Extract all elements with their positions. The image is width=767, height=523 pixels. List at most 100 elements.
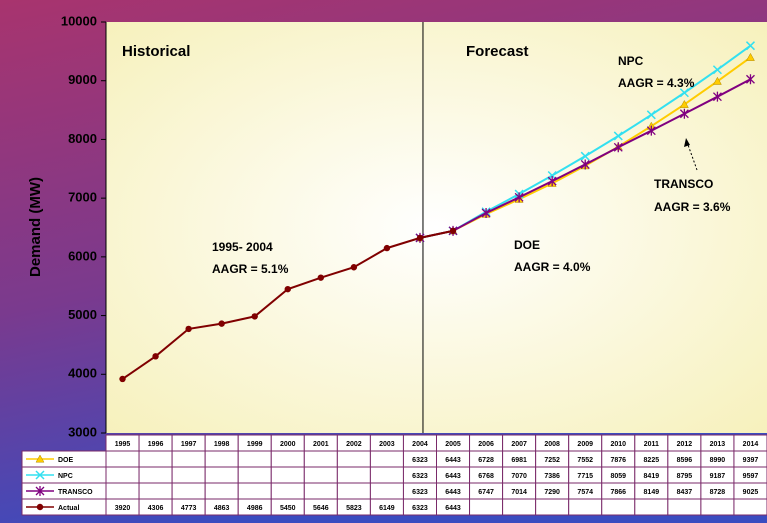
x-tick-label: 2004: [412, 441, 428, 448]
legend-label: DOE: [58, 457, 74, 464]
table-value: 6768: [478, 473, 494, 480]
table-value: 9187: [710, 473, 726, 480]
table-value: 5646: [313, 505, 329, 512]
x-tick-label: 2013: [710, 441, 726, 448]
annotation: 1995- 2004: [212, 240, 273, 254]
table-value: 6747: [478, 489, 494, 496]
table-value: 6728: [478, 457, 494, 464]
marker: [383, 244, 391, 252]
table-value: 6443: [445, 457, 461, 464]
x-tick-label: 2005: [445, 441, 461, 448]
marker: [449, 227, 457, 235]
marker: [185, 325, 192, 333]
marker: [152, 353, 159, 360]
x-tick-label: 2011: [644, 441, 659, 448]
table-value: 7290: [544, 489, 560, 496]
table-value: 4773: [181, 505, 197, 512]
table-cell: [336, 434, 371, 516]
y-tick-label: 5000: [68, 307, 97, 322]
annotation: TRANSCO: [654, 177, 713, 191]
table-cell: [369, 434, 404, 516]
table-value: 6443: [445, 473, 461, 480]
table-value: 5450: [280, 505, 296, 512]
table-value: 6443: [445, 505, 461, 512]
legend-label: Actual: [58, 505, 79, 512]
marker: [679, 88, 689, 98]
marker: [679, 99, 689, 108]
x-tick-label: 1996: [148, 441, 164, 448]
annotation: DOE: [514, 238, 540, 252]
marker: [416, 234, 424, 242]
table-value: 8225: [644, 457, 660, 464]
table-value: 9025: [743, 489, 759, 496]
table-value: 8990: [710, 457, 726, 464]
table-value: 9397: [743, 457, 759, 464]
annotation: Forecast: [466, 43, 529, 60]
marker: [218, 320, 225, 327]
table-value: 8149: [644, 489, 660, 496]
table-cell: [270, 434, 305, 516]
x-tick-label: 2009: [577, 441, 593, 448]
marker: [679, 108, 689, 119]
marker: [547, 176, 557, 187]
table-value: 7866: [610, 489, 626, 496]
table-value: 4306: [148, 505, 164, 512]
annotation: AAGR = 4.0%: [514, 260, 591, 274]
x-tick-label: 2002: [346, 441, 362, 448]
table-value: 7386: [544, 473, 560, 480]
table-cell: [634, 434, 669, 516]
table-cell: [436, 434, 471, 516]
marker: [713, 76, 722, 85]
legend-label: TRANSCO: [58, 489, 93, 496]
x-tick-label: 2003: [379, 441, 395, 448]
annotation: AAGR = 5.1%: [212, 262, 289, 276]
table-cell: [733, 434, 767, 516]
x-tick-label: 1995: [115, 441, 131, 448]
x-tick-label: 2007: [511, 441, 527, 448]
legend-marker: [35, 470, 45, 480]
annotation: Historical: [122, 43, 190, 60]
table-value: 8437: [677, 489, 693, 496]
table-value: 7070: [511, 473, 527, 480]
x-tick-label: 2006: [478, 441, 494, 448]
arrow-head: [684, 138, 690, 147]
table-value: 6323: [412, 489, 428, 496]
y-tick-label: 7000: [68, 190, 97, 205]
y-tick-label: 9000: [68, 72, 97, 87]
x-tick-label: 2012: [677, 441, 693, 448]
marker: [119, 375, 126, 383]
legend-marker: [35, 454, 45, 463]
marker: [481, 207, 491, 218]
marker: [284, 285, 291, 293]
table-value: 9597: [743, 473, 759, 480]
marker: [317, 274, 325, 281]
table-value: 7252: [544, 457, 560, 464]
table-value: 4986: [247, 505, 263, 512]
table-value: 8795: [677, 473, 693, 480]
y-tick-label: 3000: [68, 424, 97, 439]
table-cell: [601, 434, 636, 516]
table-cell: [303, 434, 338, 516]
table-cell: [568, 434, 603, 516]
marker: [514, 192, 524, 203]
table-cell: [402, 434, 438, 516]
y-axis-label: Demand (MW): [27, 177, 44, 277]
table-value: 7715: [577, 473, 593, 480]
table-cell: [105, 434, 140, 516]
plot-area: [106, 22, 767, 433]
table-cell: [204, 434, 239, 516]
annotation: AAGR = 3.6%: [654, 200, 731, 214]
y-tick-label: 10000: [61, 13, 97, 28]
marker: [613, 131, 623, 141]
table-value: 8596: [677, 457, 693, 464]
x-tick-label: 2001: [313, 441, 329, 448]
x-tick-label: 2000: [280, 441, 296, 448]
x-tick-label: 1997: [181, 441, 197, 448]
table-value: 8728: [710, 489, 726, 496]
table-value: 6149: [379, 505, 395, 512]
marker: [646, 125, 656, 136]
annotation: AAGR = 4.3%: [618, 76, 695, 90]
marker: [613, 142, 623, 153]
table-value: 6323: [412, 457, 428, 464]
